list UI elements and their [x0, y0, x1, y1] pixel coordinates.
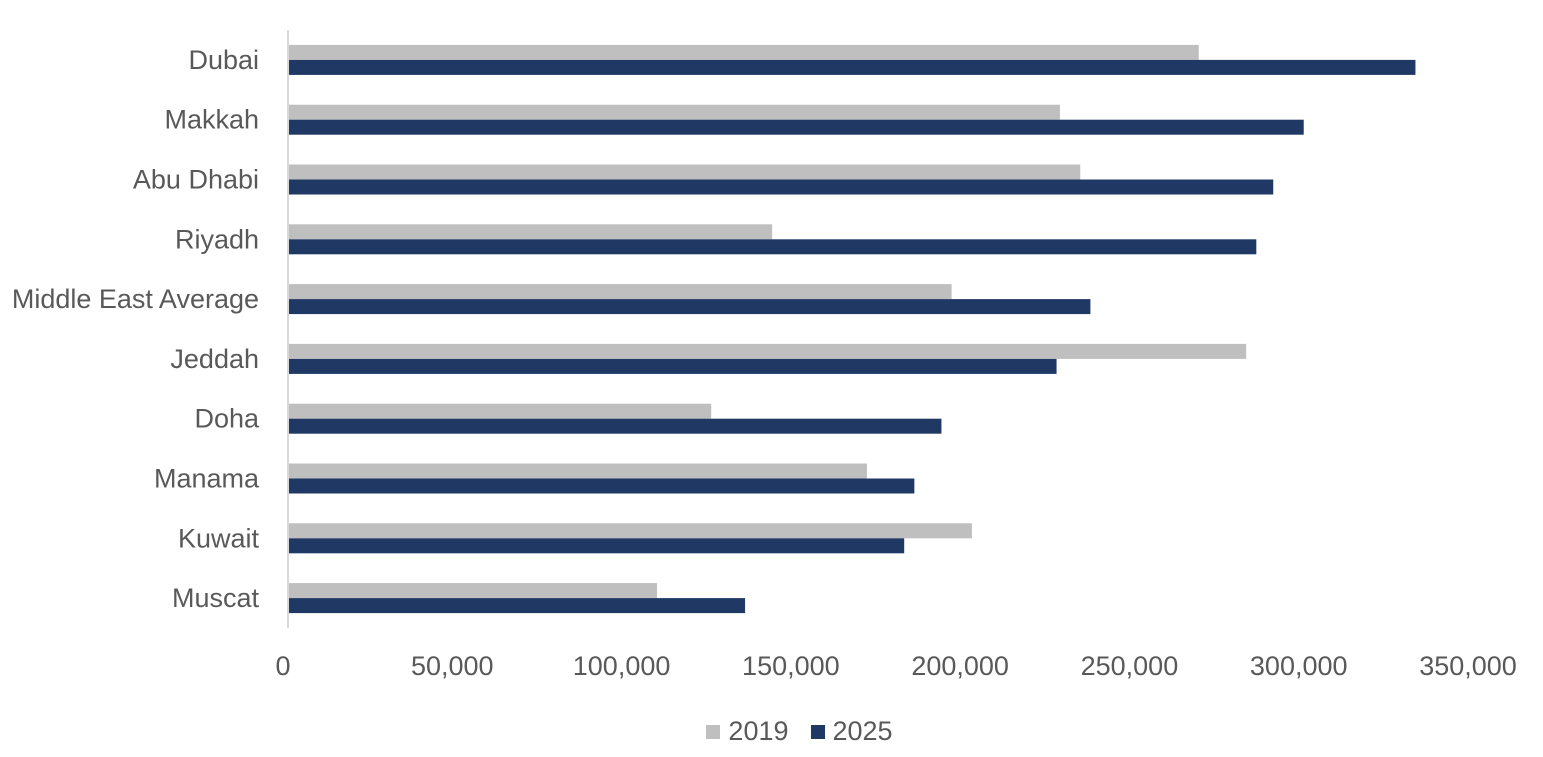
- tick-labels-group: 0 50,000 100,000 150,000 200,000 250,000 300,0…: [275, 651, 1516, 681]
- legend-swatch-2025: [810, 724, 825, 739]
- bar-abu-dhabi-2019: [288, 164, 1081, 180]
- x-tick-label-100-000: 100,000: [573, 651, 671, 681]
- x-tick-label-350-000: 350,000: [1419, 651, 1517, 681]
- bar-doha-2019: [288, 403, 712, 419]
- bar-makkah-2019: [288, 104, 1060, 120]
- x-tick-label-0: 0: [275, 651, 290, 681]
- bar-jeddah-2025: [288, 358, 1057, 374]
- legend-swatch-2019: [706, 724, 721, 739]
- category-label-manama: Manama: [154, 464, 260, 494]
- x-tick-label-200-000: 200,000: [911, 651, 1009, 681]
- bar-riyadh-2025: [288, 239, 1257, 255]
- x-tick-label-300-000: 300,000: [1250, 651, 1348, 681]
- bar-muscat-2025: [288, 598, 746, 614]
- bar-dubai-2025: [288, 59, 1416, 75]
- bar-riyadh-2019: [288, 224, 773, 240]
- bars-group: [288, 44, 1416, 614]
- category-label-kuwait: Kuwait: [178, 523, 260, 553]
- legend: 2019 2025: [28, 716, 1543, 747]
- bar-middle-east-average-2025: [288, 299, 1091, 315]
- bar-kuwait-2025: [288, 538, 905, 554]
- bar-manama-2019: [288, 463, 867, 479]
- bar-kuwait-2019: [288, 523, 972, 539]
- bar-makkah-2025: [288, 119, 1304, 135]
- x-tick-label-150-000: 150,000: [742, 651, 840, 681]
- category-label-jeddah: Jeddah: [170, 344, 259, 374]
- x-tick-label-50-000: 50,000: [411, 651, 494, 681]
- bar-middle-east-average-2019: [288, 284, 952, 300]
- bar-dubai-2019: [288, 44, 1199, 60]
- category-label-riyadh: Riyadh: [175, 224, 259, 254]
- category-label-muscat: Muscat: [172, 583, 260, 613]
- legend-label-2019: 2019: [728, 716, 789, 746]
- bar-jeddah-2019: [288, 343, 1247, 359]
- legend-item-2025: 2025: [810, 716, 893, 747]
- category-label-dubai: Dubai: [188, 45, 259, 75]
- legend-label-2025: 2025: [832, 716, 893, 746]
- legend-item-2019: 2019: [706, 716, 789, 747]
- bar-abu-dhabi-2025: [288, 179, 1274, 195]
- category-label-abu-dhabi: Abu Dhabi: [133, 165, 259, 195]
- bar-doha-2025: [288, 418, 942, 434]
- category-label-middle-east-average: Middle East Average: [12, 284, 259, 314]
- x-tick-label-250-000: 250,000: [1081, 651, 1179, 681]
- category-label-makkah: Makkah: [164, 105, 259, 135]
- category-labels-group: Dubai Makkah Abu Dhabi Riyadh Middle East Av…: [12, 45, 260, 613]
- bar-manama-2025: [288, 478, 915, 494]
- category-label-doha: Doha: [194, 404, 260, 434]
- bar-muscat-2019: [288, 583, 658, 599]
